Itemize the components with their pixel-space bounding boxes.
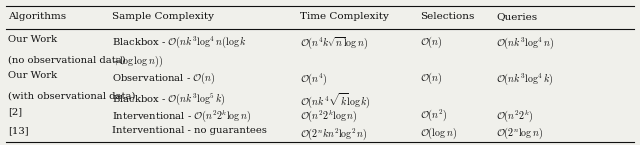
- Text: $\mathcal{O}(nk^4\sqrt{k} \log k)$: $\mathcal{O}(nk^4\sqrt{k} \log k)$: [300, 91, 371, 110]
- Text: $+ \log\log n))$: $+ \log\log n))$: [112, 55, 163, 69]
- Text: $\mathcal{O}(2^n \log n)$: $\mathcal{O}(2^n \log n)$: [496, 126, 543, 142]
- Text: $\mathcal{O}(n)$: $\mathcal{O}(n)$: [420, 35, 443, 50]
- Text: (with observational data): (with observational data): [8, 91, 135, 100]
- Text: Algorithms: Algorithms: [8, 12, 66, 21]
- Text: Blackbox - $\mathcal{O}(nk^3 \log^4 n(\log k$: Blackbox - $\mathcal{O}(nk^3 \log^4 n(\l…: [112, 35, 246, 51]
- Text: $\mathcal{O}(n^2 2^k \log n)$: $\mathcal{O}(n^2 2^k \log n)$: [300, 107, 357, 124]
- Text: [2]: [2]: [8, 107, 22, 116]
- Text: Interventional - $\mathcal{O}(n^2 2^k \log n)$: Interventional - $\mathcal{O}(n^2 2^k \l…: [112, 107, 251, 124]
- Text: $\mathcal{O}(n^4 k\sqrt{n} \log n)$: $\mathcal{O}(n^4 k\sqrt{n} \log n)$: [300, 35, 368, 51]
- Text: Observational - $\mathcal{O}(n)$: Observational - $\mathcal{O}(n)$: [112, 71, 215, 86]
- Text: $\mathcal{O}(n^2)$: $\mathcal{O}(n^2)$: [420, 107, 448, 123]
- Text: Time Complexity: Time Complexity: [300, 12, 388, 21]
- Text: $\mathcal{O}(n^4)$: $\mathcal{O}(n^4)$: [300, 71, 327, 87]
- Text: $\mathcal{O}(nk^3 \log^4 n)$: $\mathcal{O}(nk^3 \log^4 n)$: [496, 35, 554, 51]
- Text: $\mathcal{O}(n^2 2^k)$: $\mathcal{O}(n^2 2^k)$: [496, 107, 533, 124]
- Text: Interventional - no guarantees: Interventional - no guarantees: [112, 126, 267, 135]
- Text: $\mathcal{O}(\log n)$: $\mathcal{O}(\log n)$: [420, 126, 458, 142]
- Text: Sample Complexity: Sample Complexity: [112, 12, 214, 21]
- Text: (no observational data): (no observational data): [8, 55, 125, 64]
- Text: Selections: Selections: [420, 12, 475, 21]
- Text: Our Work: Our Work: [8, 35, 57, 44]
- Text: Queries: Queries: [496, 12, 537, 21]
- Text: [13]: [13]: [8, 126, 28, 135]
- Text: Our Work: Our Work: [8, 71, 57, 80]
- Text: $\mathcal{O}(n)$: $\mathcal{O}(n)$: [420, 71, 443, 86]
- Text: $\mathcal{O}(2^n kn^2 \log^2 n)$: $\mathcal{O}(2^n kn^2 \log^2 n)$: [300, 126, 367, 142]
- Text: Blackbox - $\mathcal{O}(nk^3 \log^5 k)$: Blackbox - $\mathcal{O}(nk^3 \log^5 k)$: [112, 91, 225, 107]
- Text: $\mathcal{O}(nk^3 \log^4 k)$: $\mathcal{O}(nk^3 \log^4 k)$: [496, 71, 554, 87]
